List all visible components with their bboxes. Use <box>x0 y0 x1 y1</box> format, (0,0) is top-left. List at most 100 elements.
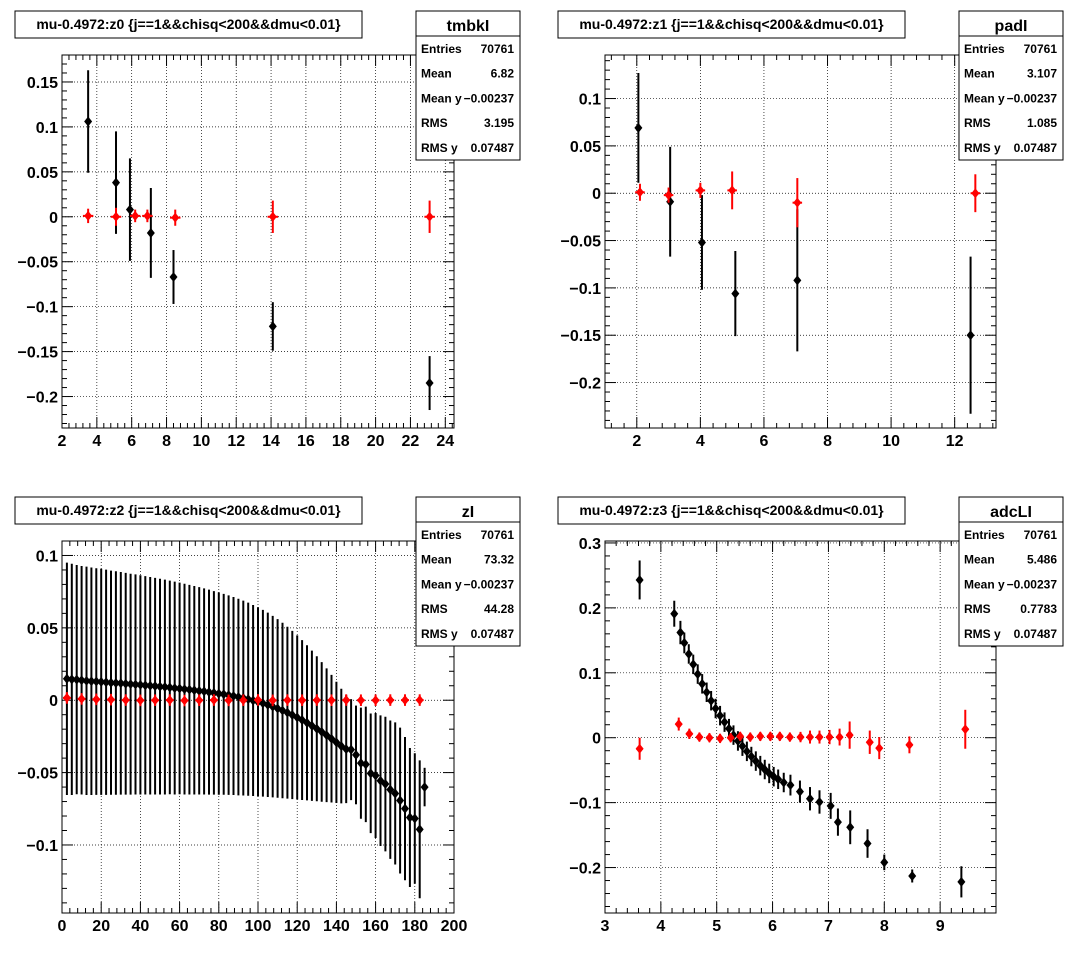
stats-value: 0.7783 <box>1020 602 1057 616</box>
data-point <box>826 792 835 819</box>
data-point <box>697 195 706 290</box>
stats-key: RMS y <box>421 141 458 155</box>
diamond-marker <box>121 678 130 689</box>
diamond-marker <box>716 733 725 744</box>
diamond-marker <box>171 212 180 223</box>
diamond-marker <box>298 695 307 706</box>
diamond-marker <box>160 682 169 693</box>
data-point <box>727 171 737 210</box>
x-tick-label: 200 <box>441 918 468 935</box>
stats-key: RMS <box>421 602 448 616</box>
data-point <box>224 694 233 707</box>
data-point <box>102 569 111 795</box>
diamond-marker <box>833 817 842 828</box>
diamond-marker <box>805 732 814 743</box>
diamond-marker <box>966 330 975 341</box>
stats-histogram-name: adcLI <box>990 504 1032 521</box>
diamond-marker <box>863 838 872 849</box>
data-point <box>121 694 130 706</box>
data-point <box>835 728 844 746</box>
data-point <box>415 760 424 899</box>
y-tick-label: −0.1 <box>26 838 58 855</box>
diamond-marker <box>136 679 145 690</box>
diamond-marker <box>136 695 145 706</box>
diamond-marker <box>635 574 644 585</box>
data-point <box>116 571 125 795</box>
data-point <box>726 732 735 743</box>
y-tick-label: −0.05 <box>561 234 602 251</box>
stats-key: RMS <box>964 602 991 616</box>
data-point <box>685 728 694 740</box>
data-point <box>386 694 395 706</box>
data-point <box>239 694 248 707</box>
grid <box>62 55 454 428</box>
series-red <box>635 709 970 760</box>
data-point <box>268 302 277 351</box>
data-point <box>635 183 645 201</box>
stats-value: 44.28 <box>484 602 514 616</box>
y-tick-label: −0.1 <box>569 796 601 813</box>
diamond-marker <box>170 683 179 694</box>
diamond-marker <box>425 378 434 389</box>
diamond-marker <box>84 116 93 127</box>
series-red <box>635 171 981 228</box>
diamond-marker <box>92 694 101 705</box>
diamond-marker <box>77 675 86 686</box>
y-tick-label: −0.2 <box>569 861 601 878</box>
data-point <box>405 747 414 887</box>
diamond-marker <box>312 695 321 706</box>
data-point <box>386 720 395 859</box>
data-point <box>425 356 434 411</box>
diamond-marker <box>82 675 91 686</box>
data-point <box>766 731 775 742</box>
data-point <box>815 730 824 744</box>
diamond-marker <box>386 695 395 706</box>
data-point <box>731 250 740 337</box>
x-tick-label: 100 <box>245 918 272 935</box>
data-point <box>136 694 145 707</box>
data-point <box>711 698 720 719</box>
diamond-marker <box>880 857 889 868</box>
y-tick-label: 0.15 <box>27 75 58 92</box>
axis-ticks <box>604 541 997 913</box>
data-point <box>229 597 238 796</box>
data-point <box>966 256 975 414</box>
data-point <box>131 574 140 795</box>
diamond-marker <box>705 732 714 743</box>
data-point <box>342 694 351 706</box>
diamond-marker <box>796 732 805 743</box>
diamond-marker <box>327 695 336 706</box>
data-point <box>267 200 279 233</box>
stats-value: 70761 <box>481 528 515 542</box>
diamond-marker <box>146 680 155 691</box>
diamond-marker <box>352 749 360 760</box>
chart-title: mu-0.4972:z2 {j==1&&chisq<200&&dmu<0.01} <box>36 502 341 518</box>
data-point <box>356 694 365 707</box>
stats-value: 0.07487 <box>1014 141 1058 155</box>
data-point <box>62 562 71 796</box>
chart-title: mu-0.4972:z0 {j==1&&chisq<200&&dmu<0.01} <box>36 16 341 32</box>
series-red <box>62 692 424 707</box>
stats-box: padI Entries 70761 Mean 3.107 Mean y −0.00237 R… <box>958 10 1064 161</box>
diamond-marker <box>736 731 745 742</box>
diamond-marker <box>229 691 238 702</box>
stats-key: Mean <box>964 553 995 567</box>
diamond-marker <box>62 692 71 703</box>
diamond-marker <box>756 731 765 742</box>
y-tick-label: 0 <box>49 210 58 227</box>
diamond-marker <box>209 695 218 706</box>
diamond-marker <box>195 685 204 696</box>
x-tick-label: 20 <box>92 918 110 935</box>
x-tick-label: 20 <box>367 433 385 450</box>
stats-key: Mean <box>964 67 995 81</box>
diamond-marker <box>121 695 130 706</box>
data-point <box>62 692 71 704</box>
diamond-marker <box>805 793 814 804</box>
diamond-marker <box>420 782 429 793</box>
diamond-marker <box>725 723 734 734</box>
x-tick-label: 120 <box>284 918 311 935</box>
data-point <box>337 688 346 804</box>
diamond-marker <box>143 210 152 221</box>
diamond-marker <box>156 681 164 692</box>
